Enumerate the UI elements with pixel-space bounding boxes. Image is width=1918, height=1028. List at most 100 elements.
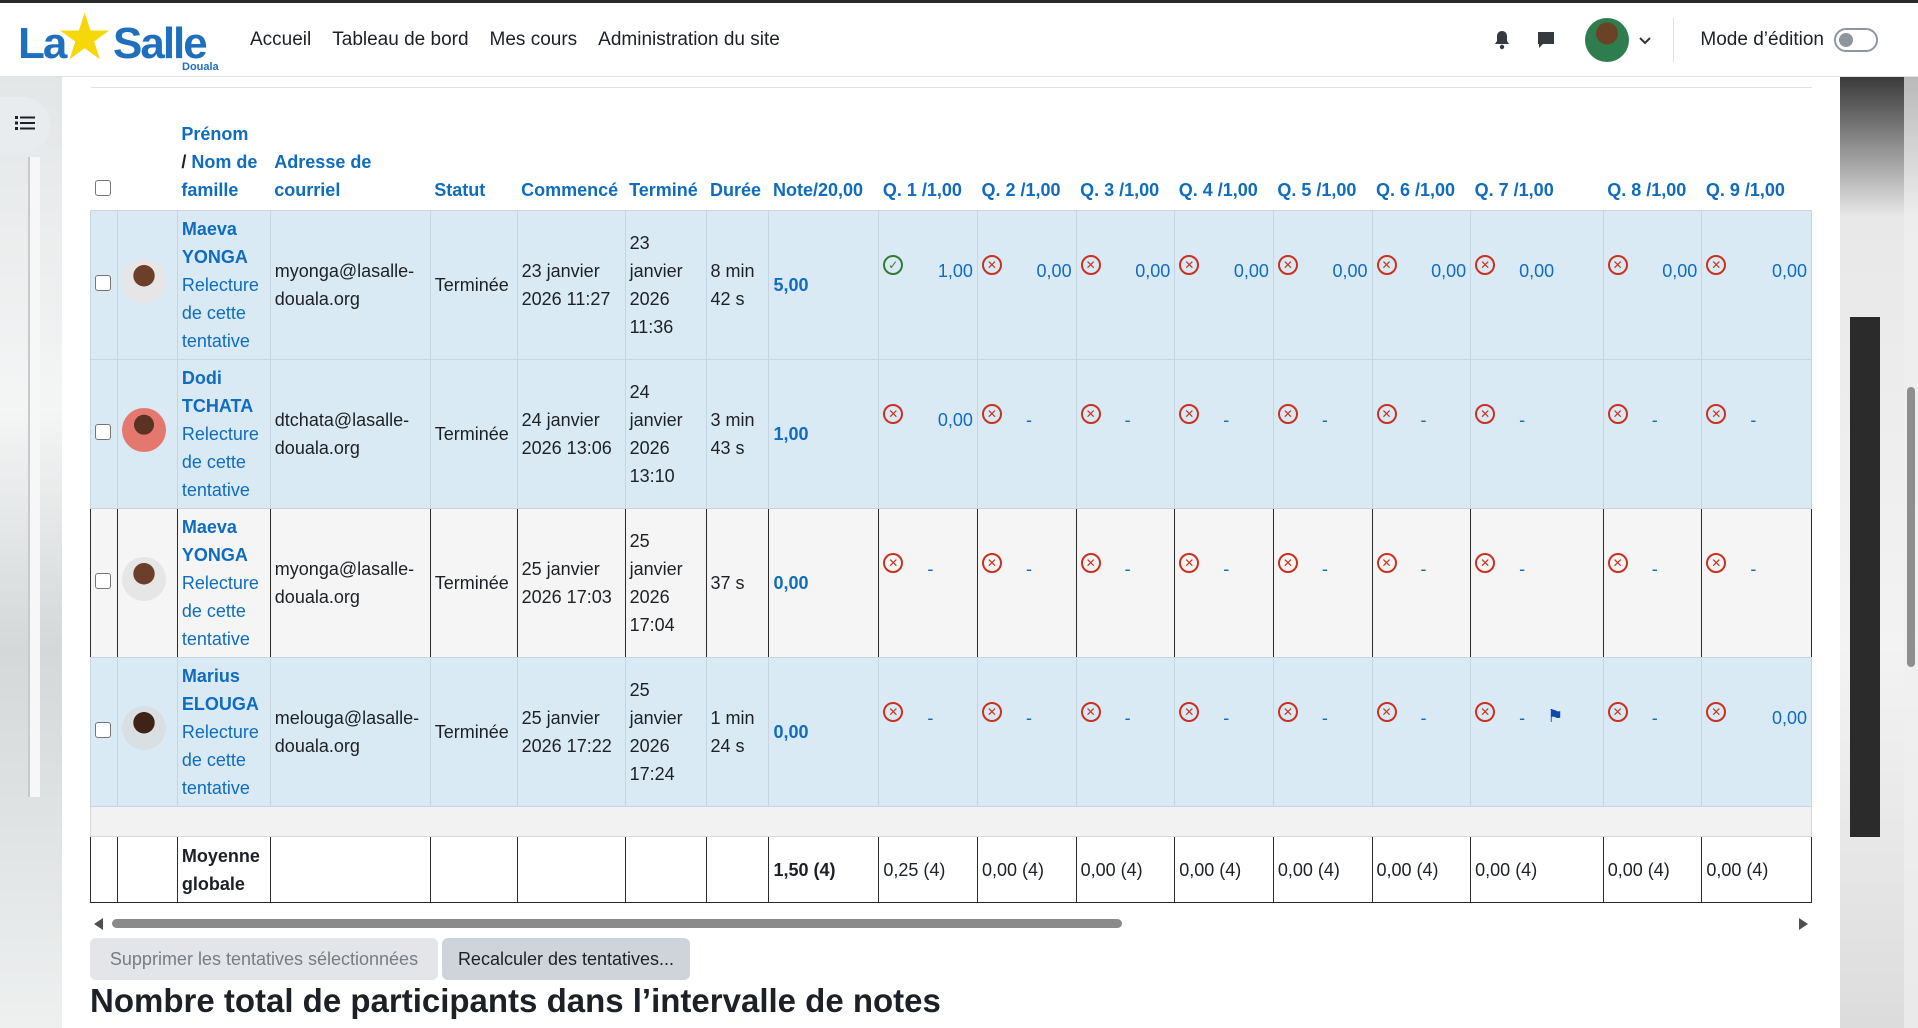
- question-6-cell[interactable]: ✕ 0,00: [1371, 210, 1472, 360]
- user-name-link[interactable]: Maeva YONGA: [181, 219, 248, 267]
- review-attempt-link[interactable]: Relecture de cette tentative: [181, 573, 259, 649]
- question-4-cell[interactable]: ✕ 0,00: [1174, 210, 1274, 360]
- edit-mode-toggle[interactable]: [1834, 28, 1878, 52]
- question-2-cell[interactable]: ✕ 0,00: [976, 210, 1077, 360]
- question-2-header[interactable]: Q. 2 /1,00: [977, 87, 1077, 211]
- course-index-drawer-button[interactable]: [0, 97, 50, 153]
- user-name-link[interactable]: Maeva YONGA: [181, 517, 248, 565]
- vertical-scrollbar[interactable]: [1904, 77, 1918, 1028]
- row-checkbox[interactable]: [95, 275, 111, 291]
- scrollbar-thumb[interactable]: [112, 919, 1122, 928]
- question-7-cell[interactable]: ✕ 0,00: [1470, 210, 1604, 360]
- grade-link[interactable]: 1,00: [773, 424, 809, 444]
- flag-icon[interactable]: ⚑: [1547, 706, 1564, 726]
- sort-lastname-link[interactable]: Nom de famille: [181, 152, 258, 200]
- question-6-cell[interactable]: ✕ -: [1371, 657, 1472, 807]
- messages-icon[interactable]: [1535, 29, 1557, 51]
- question-3-header[interactable]: Q. 3 /1,00: [1076, 87, 1175, 211]
- question-9-cell[interactable]: ✕ -: [1701, 508, 1812, 658]
- empty-cell: [429, 836, 518, 903]
- user-avatar[interactable]: [121, 408, 166, 452]
- question-6-cell[interactable]: ✕ -: [1371, 508, 1472, 658]
- scrollbar-thumb[interactable]: [1907, 387, 1915, 667]
- question-3-cell[interactable]: ✕ -: [1075, 508, 1176, 658]
- question-7-header[interactable]: Q. 7 /1,00: [1470, 87, 1604, 211]
- question-5-cell[interactable]: ✕ -: [1272, 508, 1373, 658]
- question-4-cell[interactable]: ✕ -: [1174, 359, 1274, 509]
- site-logo[interactable]: La ★ Salle Douala: [16, 3, 226, 77]
- user-avatar[interactable]: [121, 259, 166, 303]
- question-8-cell[interactable]: ✕ 0,00: [1602, 210, 1703, 360]
- question-5-cell[interactable]: ✕ -: [1272, 657, 1373, 807]
- question-5-header[interactable]: Q. 5 /1,00: [1273, 87, 1373, 211]
- question-3-cell[interactable]: ✕ 0,00: [1075, 210, 1176, 360]
- question-4-cell[interactable]: ✕ -: [1174, 508, 1274, 658]
- question-8-header[interactable]: Q. 8 /1,00: [1603, 87, 1702, 211]
- question-6-cell[interactable]: ✕ -: [1371, 359, 1472, 509]
- question-7-cell[interactable]: ✕ - ⚑: [1470, 657, 1604, 807]
- question-2-cell[interactable]: ✕ -: [976, 508, 1077, 658]
- question-1-cell[interactable]: ✕ -: [878, 657, 978, 807]
- scroll-left-arrow-icon[interactable]: [94, 918, 103, 930]
- user-name-link[interactable]: Dodi TCHATA: [181, 368, 254, 416]
- question-4-cell[interactable]: ✕ -: [1174, 657, 1274, 807]
- nav-link-home[interactable]: Accueil: [250, 28, 312, 50]
- finished-cell: 25 janvier 2026 17:04: [624, 508, 707, 658]
- row-checkbox[interactable]: [95, 573, 111, 589]
- question-7-cell[interactable]: ✕ -: [1470, 359, 1604, 509]
- duration-header[interactable]: Durée: [706, 87, 769, 211]
- question-9-cell[interactable]: ✕ 0,00: [1701, 210, 1812, 360]
- question-7-cell[interactable]: ✕ -: [1470, 508, 1604, 658]
- question-mark-value: -: [1321, 559, 1328, 579]
- question-5-cell[interactable]: ✕ -: [1272, 359, 1373, 509]
- row-checkbox[interactable]: [95, 424, 111, 440]
- question-6-header[interactable]: Q. 6 /1,00: [1372, 87, 1471, 211]
- question-1-cell[interactable]: ✕ -: [878, 508, 978, 658]
- incorrect-icon: ✕: [1475, 404, 1496, 424]
- duration-cell: 3 min 43 s: [705, 359, 770, 509]
- bell-icon[interactable]: [1491, 29, 1513, 51]
- review-attempt-link[interactable]: Relecture de cette tentative: [181, 722, 259, 798]
- question-3-cell[interactable]: ✕ -: [1075, 657, 1176, 807]
- scroll-right-arrow-icon[interactable]: [1799, 918, 1808, 930]
- question-9-cell[interactable]: ✕ 0,00: [1701, 657, 1812, 807]
- nav-link-dashboard[interactable]: Tableau de bord: [332, 28, 469, 50]
- email-header[interactable]: Adresse de courriel: [270, 87, 431, 211]
- review-attempt-link[interactable]: Relecture de cette tentative: [181, 424, 259, 500]
- sort-firstname-link[interactable]: Prénom: [181, 124, 249, 144]
- question-2-cell[interactable]: ✕ -: [976, 657, 1077, 807]
- question-8-cell[interactable]: ✕ -: [1602, 657, 1703, 807]
- user-avatar[interactable]: [1585, 18, 1630, 62]
- review-attempt-link[interactable]: Relecture de cette tentative: [181, 275, 259, 351]
- question-3-cell[interactable]: ✕ -: [1075, 359, 1176, 509]
- question-4-header[interactable]: Q. 4 /1,00: [1174, 87, 1274, 211]
- recalculate-attempts-button[interactable]: Recalculer des tentatives...: [442, 938, 690, 980]
- user-picture-cell: [116, 657, 178, 807]
- question-5-cell[interactable]: ✕ 0,00: [1272, 210, 1373, 360]
- row-checkbox[interactable]: [95, 722, 111, 738]
- nav-link-site-admin[interactable]: Administration du site: [598, 28, 780, 50]
- question-8-cell[interactable]: ✕ -: [1602, 359, 1703, 509]
- question-8-cell[interactable]: ✕ -: [1602, 508, 1703, 658]
- grade-link[interactable]: 5,00: [773, 275, 809, 295]
- user-name-link[interactable]: Marius ELOUGA: [181, 666, 259, 714]
- grade-link[interactable]: 0,00: [773, 573, 809, 593]
- select-all-checkbox[interactable]: [94, 180, 111, 196]
- finished-header[interactable]: Terminé: [625, 87, 707, 211]
- question-9-header[interactable]: Q. 9 /1,00: [1701, 87, 1812, 211]
- question-1-cell[interactable]: ✕ 0,00: [878, 359, 978, 509]
- status-header[interactable]: Statut: [430, 87, 518, 211]
- started-header[interactable]: Commencé: [517, 87, 626, 211]
- question-1-cell[interactable]: ✓ 1,00: [878, 210, 978, 360]
- question-1-header[interactable]: Q. 1 /1,00: [878, 87, 978, 211]
- grade-link[interactable]: 0,00: [773, 722, 809, 742]
- delete-selected-attempts-button[interactable]: Supprimer les tentatives sélectionnées: [90, 938, 438, 980]
- horizontal-scrollbar[interactable]: [90, 917, 1812, 931]
- question-2-cell[interactable]: ✕ -: [976, 359, 1077, 509]
- user-avatar[interactable]: [121, 706, 166, 750]
- chevron-down-icon[interactable]: [1639, 32, 1652, 48]
- user-avatar[interactable]: [121, 557, 166, 601]
- grade-header[interactable]: Note/20,00: [768, 87, 879, 211]
- nav-link-my-courses[interactable]: Mes cours: [489, 28, 578, 50]
- question-9-cell[interactable]: ✕ -: [1701, 359, 1812, 509]
